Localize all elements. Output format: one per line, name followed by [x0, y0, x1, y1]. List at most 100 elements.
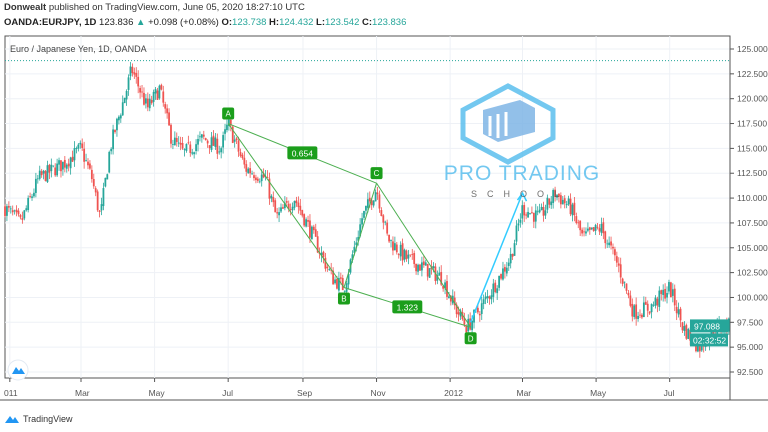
candle-body [552, 190, 555, 204]
candle-body [162, 91, 165, 103]
candle-body [195, 144, 197, 152]
candle-body [326, 266, 329, 269]
candle-body [40, 171, 43, 176]
candle-body [627, 292, 630, 296]
pattern-label: A [225, 110, 231, 119]
candle-body [23, 210, 26, 219]
arrow-head-icon [516, 191, 528, 202]
candle-body [681, 322, 684, 331]
candle-body [612, 246, 614, 249]
candle-body [521, 205, 524, 219]
candle-body [235, 138, 238, 141]
candle-body [249, 168, 252, 174]
candle-body [363, 210, 365, 218]
candle-body [480, 303, 483, 315]
author[interactable]: Donwealt [4, 2, 47, 13]
pattern-point-D: D [464, 332, 477, 345]
candle-body [208, 145, 211, 149]
candle-body [58, 160, 60, 165]
candle-body [177, 142, 180, 144]
candle-body [368, 197, 371, 202]
candle-body [268, 178, 271, 199]
candle-body [38, 170, 41, 179]
candle-body [34, 178, 37, 193]
candle-body [345, 283, 348, 292]
candle-body [324, 257, 327, 269]
candle-body [455, 304, 458, 315]
candle-body [623, 281, 626, 283]
candle-body [366, 199, 369, 208]
candle-body [256, 178, 259, 181]
candle-body [56, 163, 59, 176]
candle-body [291, 206, 294, 211]
candle-body [567, 198, 570, 205]
candle-body [411, 254, 414, 255]
candle-body [428, 268, 431, 278]
candle-body [442, 285, 445, 289]
candle-body [376, 192, 379, 195]
candle-body [137, 76, 140, 87]
candle-body [233, 139, 236, 142]
candle-body [641, 314, 643, 318]
candle-body [6, 206, 8, 216]
candle-body [436, 274, 439, 281]
candle-body [295, 200, 298, 204]
candle-body [698, 343, 701, 352]
up-arrow-icon: ▲ [136, 17, 146, 28]
symbol: OANDA:EURJPY, 1D [4, 17, 97, 28]
logo-cube [483, 100, 535, 142]
candle-body [87, 161, 89, 166]
candle-body [625, 283, 628, 291]
tradingview-footer[interactable]: TradingView [4, 414, 73, 424]
candle-body [276, 212, 279, 214]
candle-body [614, 249, 616, 256]
candle-body [328, 269, 331, 270]
candle-body [457, 312, 460, 315]
candle-body [660, 290, 663, 295]
candle-body [11, 210, 14, 213]
candle-body [677, 309, 680, 315]
x-tick-label: May [149, 388, 166, 398]
pattern-leg [376, 182, 472, 328]
candle-body [463, 318, 466, 325]
candle-body [673, 288, 676, 306]
candle-body [409, 254, 412, 256]
candle-body [307, 220, 309, 222]
candle-body [237, 140, 240, 152]
candle-body [619, 264, 622, 278]
candle-body [48, 164, 51, 173]
candle-body [608, 242, 611, 246]
candle-body [658, 290, 661, 307]
candle-body [202, 134, 205, 137]
candle-body [63, 159, 66, 168]
candle-body [199, 136, 201, 138]
candle-body [4, 206, 6, 216]
candle-body [569, 198, 572, 215]
candle-body [361, 218, 363, 225]
candle-body [181, 143, 184, 149]
candle-body [561, 199, 564, 205]
candle-body [652, 304, 655, 306]
candle-body [478, 313, 481, 316]
candle-body [125, 90, 128, 100]
candle-body [116, 118, 118, 131]
candle-body [77, 144, 80, 149]
candle-body [565, 204, 568, 206]
countdown: 02:32:52 [693, 335, 726, 345]
candle-body [498, 275, 501, 288]
candle-body [144, 98, 147, 104]
candle-body [274, 200, 277, 213]
candle-body [310, 226, 313, 240]
candle-body [46, 165, 49, 183]
candle-body [193, 152, 196, 155]
candle-body [119, 115, 122, 119]
candle-body [231, 126, 234, 143]
candle-body [546, 197, 549, 210]
candle-body [525, 214, 528, 216]
candle-body [668, 282, 670, 292]
candle-body [301, 210, 304, 216]
candle-body [642, 302, 645, 318]
candle-body [218, 151, 221, 153]
y-tick-label: 102.500 [737, 268, 768, 278]
